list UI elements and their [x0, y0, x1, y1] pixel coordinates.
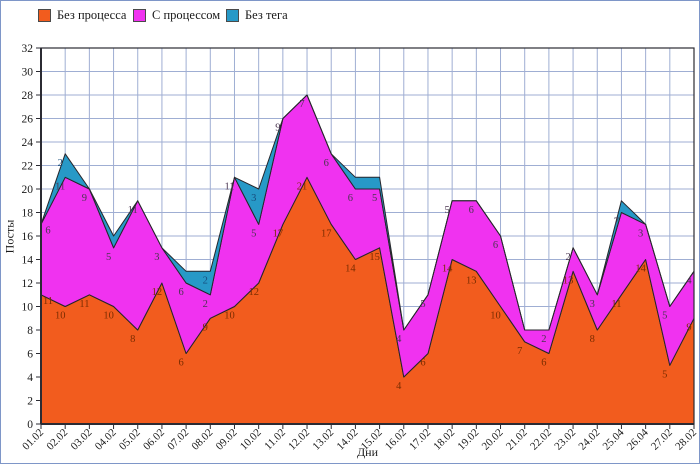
data-label-series-0: 11	[43, 296, 53, 307]
y-tick-label: 16	[22, 231, 34, 243]
data-label-series-1: 7	[299, 99, 304, 110]
data-label-series-1: 6	[493, 240, 498, 251]
y-tick-label: 0	[27, 419, 33, 431]
data-label-series-0: 10	[224, 311, 235, 322]
data-label-series-0: 6	[178, 358, 183, 369]
data-label-series-1: 5	[420, 299, 425, 310]
y-tick-label: 4	[27, 372, 33, 384]
y-tick-label: 10	[22, 302, 34, 314]
data-label-series-1: 6	[324, 158, 329, 169]
data-label-series-0: 13	[466, 275, 477, 286]
data-label-series-1: 4	[396, 334, 402, 345]
data-label-series-1: 5	[106, 252, 111, 263]
data-label-series-1: 9	[82, 193, 87, 204]
data-label-series-0: 5	[662, 369, 667, 380]
data-label-series-1: 11	[128, 205, 138, 216]
data-label-series-1: 2	[565, 252, 570, 263]
data-label-series-1: 9	[275, 123, 280, 134]
y-tick-label: 20	[22, 184, 34, 196]
data-label-series-0: 9	[203, 322, 208, 333]
data-label-series-1: 2	[541, 334, 546, 345]
data-label-series-0: 10	[103, 311, 114, 322]
y-tick-label: 18	[22, 208, 34, 220]
data-label-series-0: 7	[517, 346, 522, 357]
data-label-series-0: 12	[152, 287, 163, 298]
data-label-series-0: 8	[130, 334, 135, 345]
data-label-series-1: 4	[686, 275, 692, 286]
data-label-series-0: 10	[55, 311, 66, 322]
data-label-series-2: 2	[58, 158, 63, 169]
data-label-series-1: 5	[372, 193, 377, 204]
y-tick-label: 2	[27, 396, 33, 408]
x-axis-title: Дни	[356, 445, 379, 459]
legend-item-no-tag: Без тега	[226, 8, 288, 23]
data-label-series-0: 11	[79, 299, 89, 310]
data-label-series-0: 6	[541, 358, 546, 369]
data-label-series-0: 8	[590, 334, 595, 345]
data-label-series-2: 3	[251, 193, 256, 204]
legend-label: Без процесса	[57, 8, 127, 22]
data-label-series-0: 13	[563, 275, 574, 286]
data-label-series-1: 6	[348, 193, 353, 204]
data-label-series-0: 15	[369, 252, 380, 263]
data-label-series-1: 5	[444, 205, 449, 216]
data-label-series-1: 6	[178, 287, 183, 298]
data-label-series-1: 11	[224, 181, 234, 192]
data-label-series-0: 6	[420, 358, 425, 369]
y-tick-label: 8	[27, 325, 33, 337]
y-tick-label: 12	[22, 278, 34, 290]
y-tick-label: 32	[22, 43, 34, 55]
data-label-series-2: 2	[203, 275, 208, 286]
data-label-series-1: 5	[251, 228, 256, 239]
y-tick-label: 6	[27, 349, 33, 361]
data-label-series-1: 2	[203, 299, 208, 310]
data-label-series-1: 3	[638, 228, 643, 239]
data-label-series-1: 3	[154, 252, 159, 263]
data-label-series-0: 12	[248, 287, 259, 298]
y-tick-label: 22	[22, 161, 34, 173]
data-label-series-0: 11	[611, 299, 621, 310]
legend: Без процесса С процессом Без тега	[1, 8, 699, 24]
data-label-series-1: 11	[55, 181, 65, 192]
data-label-series-0: 14	[345, 264, 356, 275]
data-label-series-1: 5	[662, 311, 667, 322]
y-tick-label: 28	[22, 90, 34, 102]
legend-swatch-no-tag	[226, 9, 239, 22]
data-label-series-1: 6	[469, 205, 474, 216]
y-tick-label: 26	[22, 114, 34, 126]
legend-swatch-no-process	[38, 9, 51, 22]
data-label-series-1: 3	[590, 299, 595, 310]
y-tick-label: 14	[22, 255, 34, 267]
data-label-series-0: 14	[635, 264, 646, 275]
data-label-series-0: 21	[297, 181, 308, 192]
legend-label: Без тега	[245, 8, 288, 22]
data-label-series-0: 14	[442, 264, 453, 275]
y-tick-label: 30	[22, 67, 34, 79]
legend-item-no-process: Без процесса	[38, 8, 126, 23]
data-label-series-0: 17	[321, 228, 332, 239]
data-label-series-0: 4	[396, 381, 402, 392]
data-label-series-1: 6	[45, 225, 50, 236]
data-label-series-0: 10	[490, 311, 501, 322]
data-label-series-0: 17	[273, 228, 284, 239]
legend-swatch-with-process	[133, 9, 146, 22]
legend-item-with-process: С процессом	[133, 8, 220, 23]
legend-label: С процессом	[152, 8, 221, 22]
y-tick-label: 24	[22, 137, 34, 149]
data-label-series-0: 9	[686, 322, 691, 333]
data-label-series-1: 7	[614, 217, 619, 228]
